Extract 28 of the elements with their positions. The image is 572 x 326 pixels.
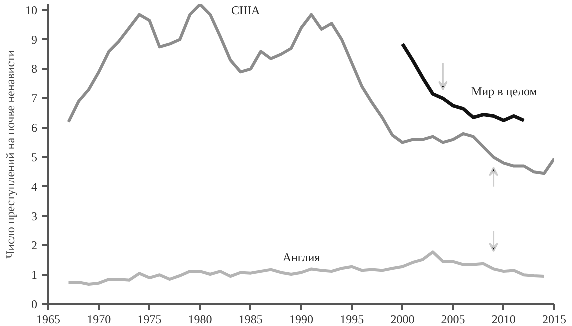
y-tick-label: 5 xyxy=(32,150,38,164)
x-tick-label: 1975 xyxy=(138,312,162,326)
y-tick-label: 6 xyxy=(32,121,38,136)
x-tick-label: 2000 xyxy=(390,312,415,326)
y-tick-label: 9 xyxy=(32,32,38,47)
x-tick-label: 2005 xyxy=(441,312,466,326)
x-tick-label: 1990 xyxy=(290,312,314,326)
line-series xyxy=(67,250,546,286)
y-tick-label: 3 xyxy=(32,209,38,224)
series-label: Англия xyxy=(282,250,321,264)
series-label: США xyxy=(231,3,261,18)
line-series xyxy=(67,4,554,176)
series-label: Мир в целом xyxy=(472,84,538,98)
y-tick-label: 4 xyxy=(32,180,38,194)
x-tick-label: 1970 xyxy=(87,312,112,326)
y-tick-label: 1 xyxy=(32,268,38,282)
x-tick-label: 1985 xyxy=(238,312,263,326)
y-tick-label: 0 xyxy=(32,298,38,312)
x-tick-label: 2010 xyxy=(492,312,516,326)
y-axis-title: Число преступлений на почве ненависти xyxy=(4,50,18,259)
y-tick-label: 7 xyxy=(32,92,38,106)
x-tick-label: 1965 xyxy=(36,312,60,326)
x-tick-label: 1995 xyxy=(340,312,364,326)
x-tick-label: 2015 xyxy=(542,312,566,326)
y-tick-label: 2 xyxy=(32,238,38,253)
y-tick-label: 8 xyxy=(32,62,38,76)
x-tick-label: 1980 xyxy=(188,312,212,326)
y-tick-label: 10 xyxy=(26,3,38,18)
